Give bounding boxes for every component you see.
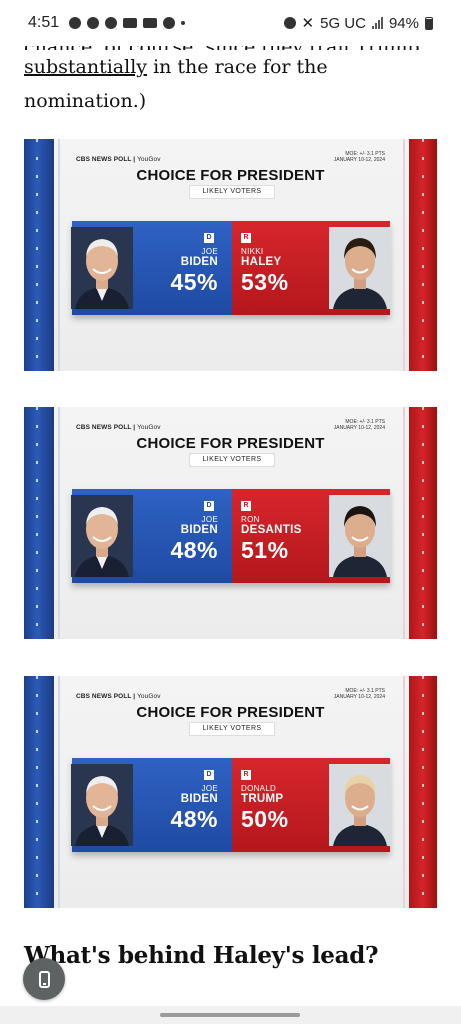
section-heading: What's behind Haley's lead? [24, 942, 379, 969]
poll-graphic[interactable]: CBS NEWS POLL | YouGov MOE: +/- 3.1 PTS J… [24, 407, 437, 639]
cbs-news-logo: CBS NEWS POLL | YouGov [76, 424, 161, 431]
poll-subtitle: LIKELY VOTERS [189, 453, 275, 467]
screen-mirror-button[interactable] [23, 958, 65, 1000]
matchup-bar: D R JOE BIDEN 48% RON DESANTIS 51% [71, 489, 391, 583]
rep-last-name: TRUMP [241, 793, 284, 805]
democrat-badge: D [204, 770, 214, 780]
poll-subtitle: LIKELY VOTERS [189, 185, 275, 199]
chat-icon [69, 17, 82, 29]
divider [403, 139, 405, 371]
divider [58, 407, 60, 639]
poll-title: CHOICE FOR PRESIDENT [136, 704, 325, 721]
poll-moe: MOE: +/- 3.1 PTS JANUARY 10-12, 2024 [333, 419, 385, 431]
dem-last-name: BIDEN [180, 524, 218, 536]
divider [58, 139, 60, 371]
rep-percentage: 53% [241, 269, 289, 295]
rep-candidate-photo [329, 227, 391, 309]
democrat-badge: D [204, 501, 214, 511]
phone-icon [38, 970, 50, 988]
dem-candidate-photo [71, 495, 133, 577]
mute-icon: ✕ [301, 15, 315, 32]
rep-percentage: 51% [241, 537, 289, 563]
poll-moe: MOE: +/- 3.1 PTS JANUARY 10-12, 2024 [333, 151, 385, 163]
rep-percentage: 50% [241, 806, 289, 832]
republican-badge: R [241, 501, 251, 511]
divider [58, 676, 60, 908]
blue-stripe [24, 139, 54, 371]
dem-first-name: JOE [201, 515, 218, 524]
poll-subtitle: LIKELY VOTERS [189, 722, 275, 736]
facebook-icon [87, 17, 100, 29]
poll-title: CHOICE FOR PRESIDENT [136, 435, 325, 452]
mail-icon [143, 18, 158, 28]
cbs-news-logo: CBS NEWS POLL | YouGov [76, 156, 161, 163]
network-label: 5G UC [320, 14, 366, 32]
facebook-icon [105, 17, 118, 29]
battery-label: 94% [388, 14, 419, 32]
article-line-1: substantially in the race for the [24, 50, 424, 84]
article-line-2: nomination.) [24, 90, 147, 112]
poll-title: CHOICE FOR PRESIDENT [136, 167, 325, 184]
red-stripe [409, 676, 437, 908]
dem-last-name: BIDEN [180, 793, 218, 805]
dem-first-name: JOE [201, 247, 218, 256]
signal-icon [371, 17, 383, 29]
dem-percentage: 48% [170, 806, 218, 832]
dem-candidate-photo [71, 764, 133, 846]
youtube-icon [123, 18, 138, 28]
rep-candidate-photo [329, 495, 391, 577]
status-time: 4:51 [28, 14, 60, 31]
republican-badge: R [241, 233, 251, 243]
status-left: 4:51 [28, 14, 186, 32]
dem-first-name: JOE [201, 784, 218, 793]
divider [403, 676, 405, 908]
democrat-badge: D [204, 233, 214, 243]
alarm-icon [283, 17, 296, 29]
article-line-1-rest: in the race for the [147, 56, 328, 78]
poll-graphic[interactable]: CBS NEWS POLL | YouGov MOE: +/- 3.1 PTS J… [24, 139, 437, 371]
divider [403, 407, 405, 639]
status-right: ✕ 5G UC 94% [283, 14, 433, 32]
rep-first-name: NIKKI [241, 247, 264, 256]
rep-candidate-photo [329, 764, 391, 846]
chrome-icon [163, 17, 176, 29]
poll-moe: MOE: +/- 3.1 PTS JANUARY 10-12, 2024 [333, 688, 385, 700]
rep-first-name: DONALD [241, 784, 277, 793]
matchup-bar: D R JOE BIDEN 48% DONALD TRUMP 50% [71, 758, 391, 852]
dem-last-name: BIDEN [180, 256, 218, 268]
status-bar: 4:51 ✕ 5G UC 94% [0, 0, 461, 46]
dem-percentage: 48% [170, 537, 218, 563]
home-gesture-bar[interactable] [160, 1013, 300, 1017]
substantially-link[interactable]: substantially [24, 56, 148, 78]
rep-first-name: RON [241, 515, 260, 524]
blue-stripe [24, 407, 54, 639]
article-text: chance, of course, since they trail Trum… [24, 36, 424, 118]
republican-badge: R [241, 770, 251, 780]
more-notifications-icon [181, 21, 186, 25]
red-stripe [409, 407, 437, 639]
rep-last-name: HALEY [241, 256, 282, 268]
blue-stripe [24, 676, 54, 908]
red-stripe [409, 139, 437, 371]
rep-last-name: DESANTIS [241, 524, 302, 536]
battery-icon [425, 16, 433, 30]
matchup-bar: D R JOE BIDEN 45% NIKKI HALEY 53% [71, 221, 391, 315]
cbs-news-logo: CBS NEWS POLL | YouGov [76, 693, 161, 700]
dem-candidate-photo [71, 227, 133, 309]
poll-graphic[interactable]: CBS NEWS POLL | YouGov MOE: +/- 3.1 PTS J… [24, 676, 437, 908]
dem-percentage: 45% [170, 269, 218, 295]
